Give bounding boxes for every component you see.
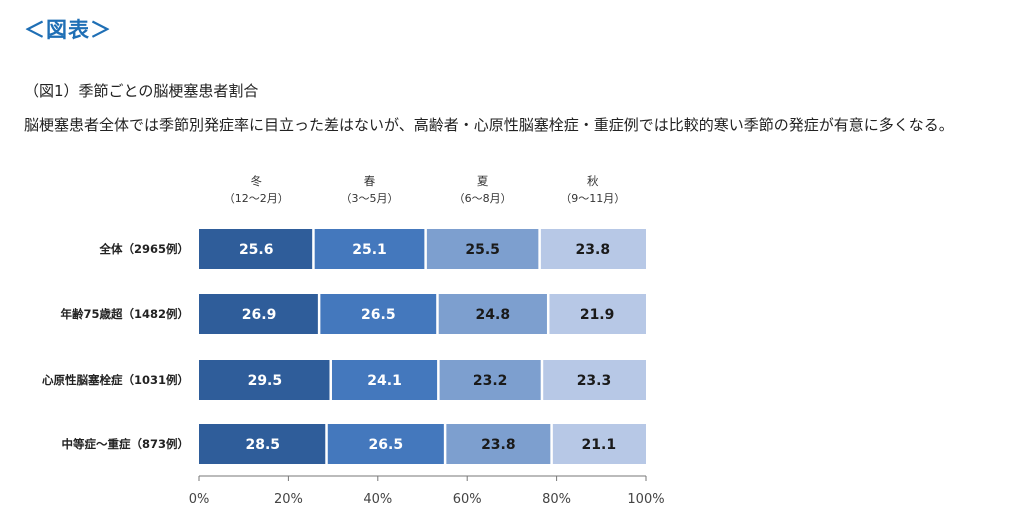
season-sublabel: （3～5月） — [341, 192, 399, 205]
data-label: 29.5 — [248, 373, 283, 389]
bar-segment — [543, 360, 646, 400]
bar-segment — [199, 424, 326, 464]
x-tick-label: 20% — [274, 492, 303, 507]
bar-segment — [199, 360, 330, 400]
x-tick-label: 40% — [363, 492, 392, 507]
data-label: 21.9 — [580, 307, 615, 323]
x-tick-label: 100% — [627, 492, 664, 507]
section-heading: ＜図表＞ — [24, 18, 112, 42]
season-label: 冬 — [250, 174, 262, 188]
data-label: 23.3 — [577, 373, 612, 389]
data-label: 25.5 — [465, 242, 500, 258]
x-tick-label: 80% — [542, 492, 571, 507]
bar-segment — [426, 229, 539, 269]
season-label: 夏 — [477, 174, 489, 188]
data-label: 24.1 — [367, 373, 402, 389]
season-sublabel: （6～8月） — [454, 192, 512, 205]
data-label: 24.8 — [476, 307, 511, 323]
x-tick-label: 60% — [453, 492, 482, 507]
category-label: 中等症～重症（873例） — [61, 437, 189, 451]
x-tick-label: 0% — [189, 492, 210, 507]
data-label: 25.6 — [239, 242, 274, 258]
bar-segment — [438, 294, 547, 334]
bar-segment — [549, 294, 646, 334]
bar-segment — [199, 229, 313, 269]
category-label: 年齢75歳超（1482例） — [60, 307, 189, 321]
category-label: 全体（2965例） — [98, 242, 189, 256]
category-label: 心原性脳塞栓症（1031例） — [42, 373, 189, 387]
bar-segment — [199, 294, 318, 334]
data-label: 26.5 — [369, 437, 404, 453]
data-label: 23.8 — [576, 242, 611, 258]
data-label: 26.9 — [242, 307, 277, 323]
season-sublabel: （12～2月） — [224, 192, 289, 205]
bar-segment — [314, 229, 425, 269]
data-label: 25.1 — [352, 242, 387, 258]
bar-segment — [331, 360, 438, 400]
season-label: 春 — [364, 174, 376, 188]
bar-segment — [540, 229, 646, 269]
data-label: 21.1 — [582, 437, 617, 453]
data-label: 23.2 — [473, 373, 508, 389]
bar-segment — [552, 424, 646, 464]
season-label: 秋 — [587, 174, 599, 188]
data-label: 26.5 — [361, 307, 396, 323]
data-label: 23.8 — [481, 437, 516, 453]
bar-segment — [446, 424, 551, 464]
bar-segment — [320, 294, 437, 334]
figure-description: 脳梗塞患者全体では季節別発症率に目立った差はないが、高齢者・心原性脳塞栓症・重症… — [24, 116, 954, 134]
figure-caption: （図1）季節ごとの脳梗塞患者割合 — [24, 82, 259, 100]
data-label: 28.5 — [245, 437, 280, 453]
bar-segment — [327, 424, 444, 464]
season-sublabel: （9～11月） — [560, 192, 625, 205]
bar-segment — [439, 360, 541, 400]
